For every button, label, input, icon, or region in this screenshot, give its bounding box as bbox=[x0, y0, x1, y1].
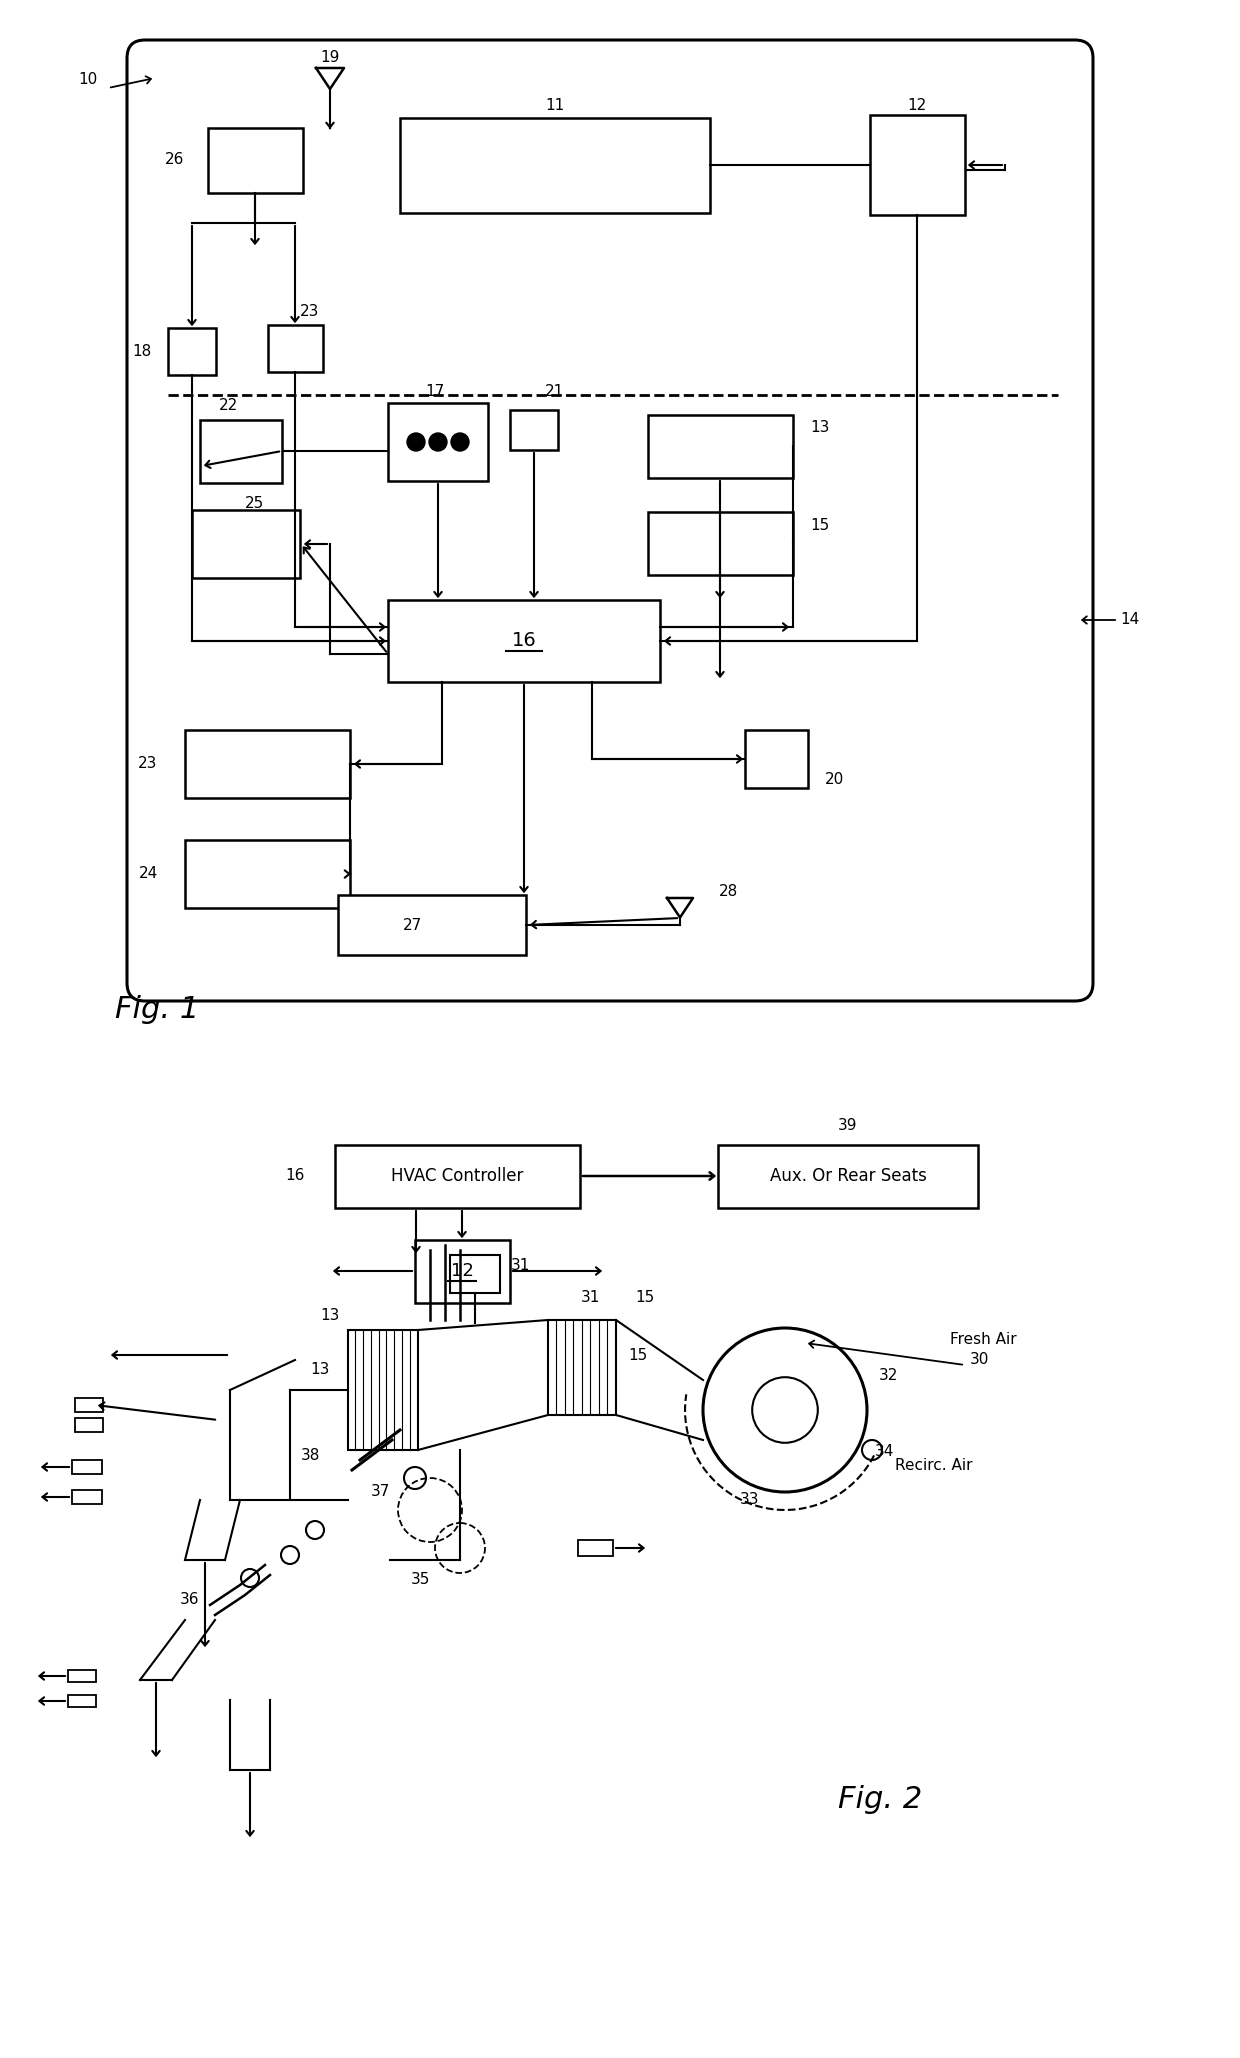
Bar bbox=[185, 840, 350, 908]
Bar bbox=[200, 420, 281, 484]
Text: 10: 10 bbox=[78, 72, 98, 88]
Bar bbox=[68, 1696, 95, 1706]
Text: 24: 24 bbox=[139, 866, 157, 881]
Text: Aux. Or Rear Seats: Aux. Or Rear Seats bbox=[770, 1167, 926, 1185]
Bar bbox=[167, 327, 216, 375]
Text: 25: 25 bbox=[246, 496, 264, 510]
Text: 20: 20 bbox=[826, 772, 844, 788]
Text: 27: 27 bbox=[402, 918, 422, 932]
Bar bbox=[335, 1144, 580, 1208]
Bar bbox=[548, 1319, 616, 1416]
Text: HVAC Controller: HVAC Controller bbox=[391, 1167, 523, 1185]
Bar bbox=[74, 1418, 103, 1432]
Text: 36: 36 bbox=[180, 1593, 200, 1607]
Text: 31: 31 bbox=[580, 1290, 600, 1305]
Circle shape bbox=[429, 432, 446, 451]
Bar bbox=[415, 1241, 510, 1303]
Circle shape bbox=[407, 432, 425, 451]
Text: Fig. 1: Fig. 1 bbox=[115, 996, 200, 1025]
Bar bbox=[450, 1255, 500, 1292]
Text: 12: 12 bbox=[450, 1262, 474, 1280]
Bar bbox=[388, 403, 489, 482]
Text: 32: 32 bbox=[878, 1367, 898, 1383]
Bar bbox=[649, 416, 794, 477]
Bar bbox=[72, 1459, 102, 1474]
Text: 16: 16 bbox=[285, 1169, 305, 1183]
Bar bbox=[870, 115, 965, 214]
Bar bbox=[74, 1397, 103, 1412]
Text: 11: 11 bbox=[546, 97, 564, 113]
Bar bbox=[718, 1144, 978, 1208]
Text: 23: 23 bbox=[300, 305, 320, 319]
Text: 30: 30 bbox=[970, 1352, 990, 1367]
Text: 15: 15 bbox=[811, 517, 830, 533]
Text: 18: 18 bbox=[133, 344, 151, 360]
Text: 37: 37 bbox=[371, 1484, 389, 1500]
Text: Recirc. Air: Recirc. Air bbox=[895, 1457, 972, 1474]
Bar bbox=[208, 128, 303, 193]
Text: 13: 13 bbox=[310, 1362, 330, 1377]
Bar bbox=[578, 1539, 613, 1556]
Text: 17: 17 bbox=[425, 385, 445, 399]
Bar bbox=[401, 117, 711, 212]
FancyBboxPatch shape bbox=[126, 39, 1092, 1000]
Text: 39: 39 bbox=[838, 1117, 858, 1132]
Text: 33: 33 bbox=[740, 1492, 760, 1509]
Text: 38: 38 bbox=[300, 1447, 320, 1463]
Text: 16: 16 bbox=[512, 632, 537, 650]
Text: 22: 22 bbox=[218, 399, 238, 414]
Text: 28: 28 bbox=[718, 885, 738, 899]
Text: 26: 26 bbox=[165, 152, 185, 167]
Bar bbox=[72, 1490, 102, 1504]
Text: 34: 34 bbox=[875, 1445, 894, 1459]
Text: 15: 15 bbox=[629, 1348, 647, 1362]
Text: Fig. 2: Fig. 2 bbox=[838, 1786, 923, 1815]
Bar bbox=[745, 731, 808, 788]
Text: 23: 23 bbox=[139, 757, 157, 772]
Bar bbox=[339, 895, 526, 955]
Bar bbox=[510, 410, 558, 451]
Bar bbox=[68, 1669, 95, 1681]
Text: 12: 12 bbox=[908, 97, 926, 113]
Text: 31: 31 bbox=[511, 1257, 529, 1272]
Text: 19: 19 bbox=[320, 51, 340, 66]
Bar bbox=[649, 512, 794, 574]
Text: 21: 21 bbox=[546, 385, 564, 399]
Text: 15: 15 bbox=[635, 1290, 655, 1305]
Bar bbox=[185, 731, 350, 799]
Bar bbox=[348, 1329, 418, 1451]
Bar bbox=[388, 601, 660, 681]
Text: Fresh Air: Fresh Air bbox=[950, 1332, 1017, 1348]
Bar bbox=[192, 510, 300, 578]
Text: 35: 35 bbox=[410, 1572, 430, 1587]
Text: 13: 13 bbox=[320, 1307, 340, 1323]
Bar bbox=[268, 325, 322, 372]
Text: 14: 14 bbox=[1121, 613, 1140, 628]
Circle shape bbox=[451, 432, 469, 451]
Text: 13: 13 bbox=[810, 420, 830, 436]
